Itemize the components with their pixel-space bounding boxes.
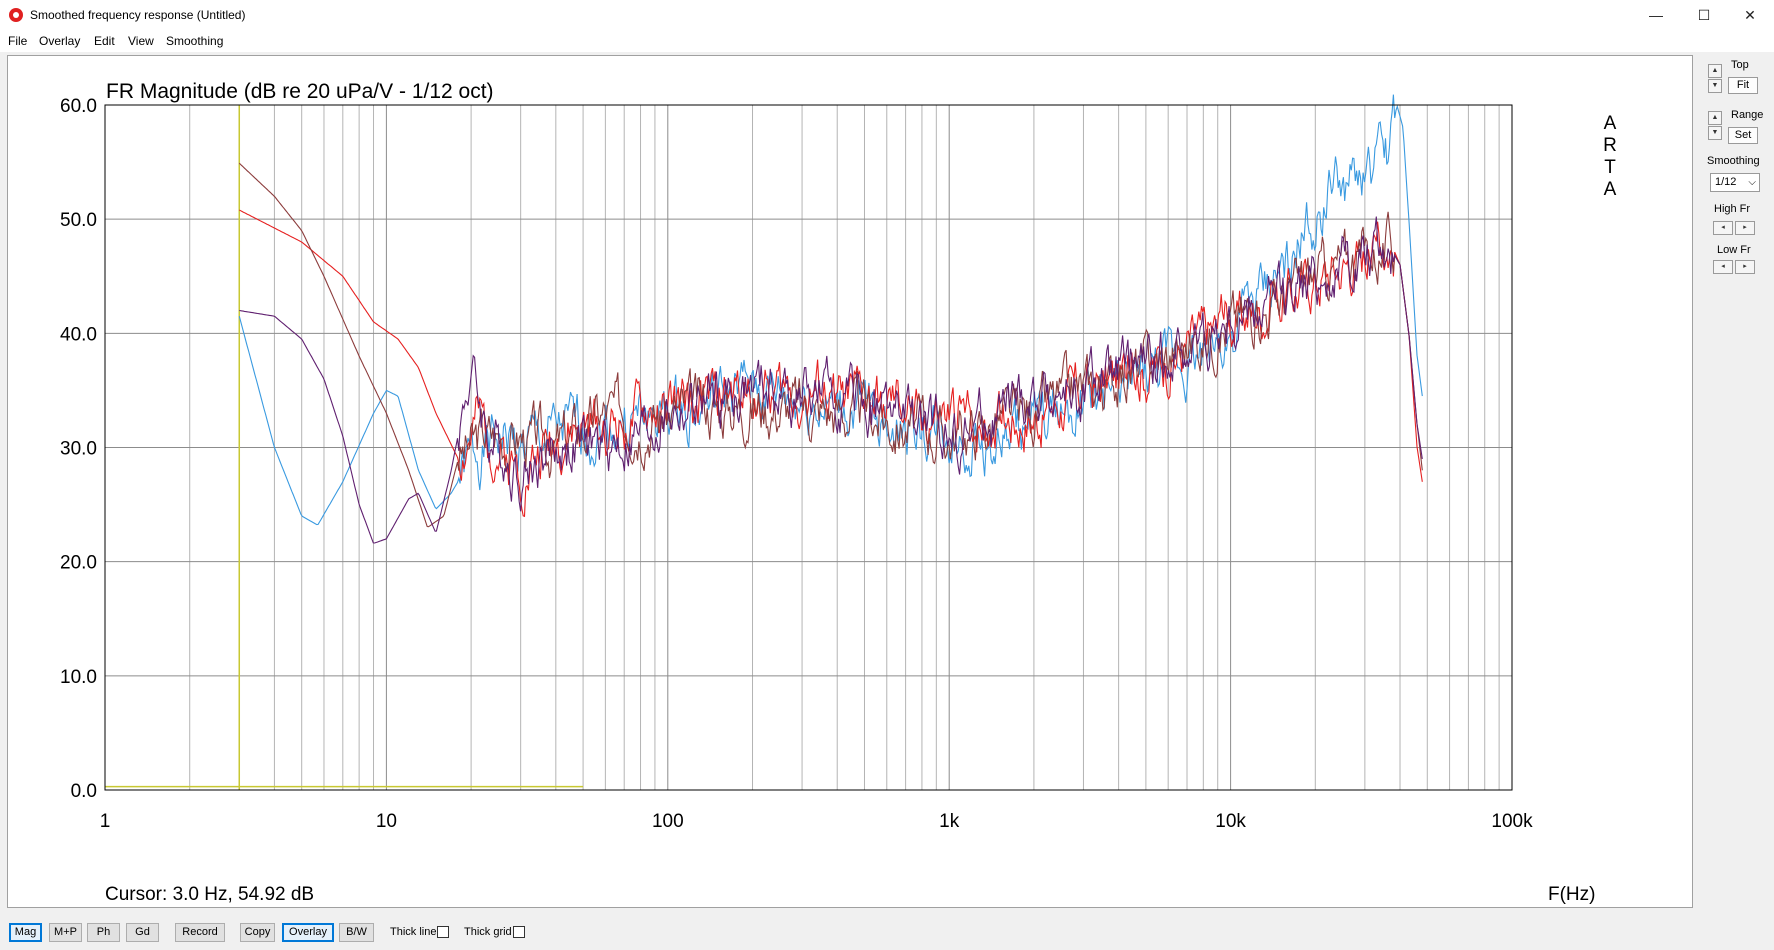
x-tick-label: 1 [100,811,111,832]
record-button[interactable]: Record [175,923,225,942]
group-delay-button[interactable]: Gd [126,923,159,942]
plot-area[interactable]: 0.0 10.0 20.0 30.0 40.0 50.0 60.0 1 10 100 1k 10k 1… [7,55,1693,908]
mag-phase-button[interactable]: M+P [49,923,82,942]
smoothing-value: 1/12 [1715,176,1737,188]
close-button[interactable]: ✕ [1744,6,1756,23]
x-tick-label: 10k [1215,811,1246,832]
window-title: Smoothed frequency response (Untitled) [30,8,246,22]
x-tick-label: 1k [939,811,960,832]
title-bar: Smoothed frequency response (Untitled) —… [0,0,1774,30]
smoothing-label: Smoothing [1707,155,1760,167]
bw-button[interactable]: B/W [339,923,374,942]
fit-button[interactable]: Fit [1728,77,1758,94]
thick-grid-label: Thick grid [464,926,512,938]
high-fr-label: High Fr [1714,203,1751,215]
y-tick-label: 40.0 [60,324,97,345]
series-layer [238,94,1423,544]
x-tick-labels: 1 10 100 1k 10k 100k [100,811,1533,832]
grid-lines [105,104,1512,791]
minimize-button[interactable]: — [1649,7,1663,23]
low-fr-label: Low Fr [1717,244,1751,256]
menu-bar: File Overlay Edit View Smoothing [0,30,1774,52]
high-fr-right-button[interactable]: ▸ [1735,221,1755,235]
phase-button[interactable]: Ph [87,923,120,942]
y-tick-label: 10.0 [60,667,97,688]
range-label: Range [1731,109,1764,121]
arta-watermark-a2: A [1604,179,1617,200]
x-tick-label: 100 [652,811,684,832]
arta-watermark-t: T [1604,157,1616,178]
menu-smoothing[interactable]: Smoothing [166,34,224,48]
chevron-down-icon: ⌵ [1748,177,1756,188]
series-line-overlay-4 [239,216,1423,544]
menu-overlay[interactable]: Overlay [39,34,81,48]
x-tick-label: 100k [1491,811,1533,832]
bottom-toolbar: Mag M+P Ph Gd Record Copy Overlay B/W Th… [0,918,1774,950]
top-label: Top [1731,59,1749,71]
smoothing-select[interactable]: 1/12 ⌵ [1710,173,1760,192]
thick-grid-checkbox[interactable] [513,926,525,938]
thick-line-checkbox[interactable] [437,926,449,938]
x-tick-label: 10 [376,811,397,832]
menu-view[interactable]: View [128,34,154,48]
chart-title: FR Magnitude (dB re 20 uPa/V - 1/12 oct) [106,80,494,103]
cursor-readout: Cursor: 3.0 Hz, 54.92 dB [105,884,314,905]
overlay-button[interactable]: Overlay [282,923,334,942]
high-fr-left-button[interactable]: ◂ [1713,221,1733,235]
maximize-button[interactable]: ☐ [1697,6,1711,23]
x-axis-label: F(Hz) [1548,884,1595,905]
series-line-overlay-2 [239,209,1423,518]
y-tick-label: 60.0 [60,96,97,117]
side-panel: ▲ ▼ Top Fit ▲ ▼ Range Set Smoothing 1/12… [1700,55,1774,295]
y-tick-label: 0.0 [71,781,97,802]
thick-line-label: Thick line [390,926,437,938]
plot-border [104,104,1513,791]
arta-watermark-a1: A [1604,113,1617,134]
y-tick-label: 30.0 [60,439,97,460]
y-tick-labels: 0.0 10.0 20.0 30.0 40.0 50.0 60.0 [60,96,97,802]
range-down-spinner[interactable]: ▼ [1708,126,1722,140]
app-logo-icon [9,8,23,22]
copy-button[interactable]: Copy [240,923,275,942]
top-up-spinner[interactable]: ▲ [1708,64,1722,78]
y-tick-label: 50.0 [60,210,97,231]
menu-file[interactable]: File [8,34,28,48]
menu-edit[interactable]: Edit [94,34,115,48]
low-fr-right-button[interactable]: ▸ [1735,260,1755,274]
set-button[interactable]: Set [1728,127,1758,144]
frequency-response-chart[interactable]: 0.010.020.030.040.050.060.0 1 10 100 1k 10k 1… [8,56,1694,909]
cursor-layer [105,105,584,790]
low-fr-left-button[interactable]: ◂ [1713,260,1733,274]
series-line-overlay-3 [238,162,1423,528]
mag-button[interactable]: Mag [9,923,42,942]
top-down-spinner[interactable]: ▼ [1708,79,1722,93]
range-up-spinner[interactable]: ▲ [1708,111,1722,125]
arta-watermark-r: R [1603,135,1617,156]
y-tick-label: 20.0 [60,553,97,574]
